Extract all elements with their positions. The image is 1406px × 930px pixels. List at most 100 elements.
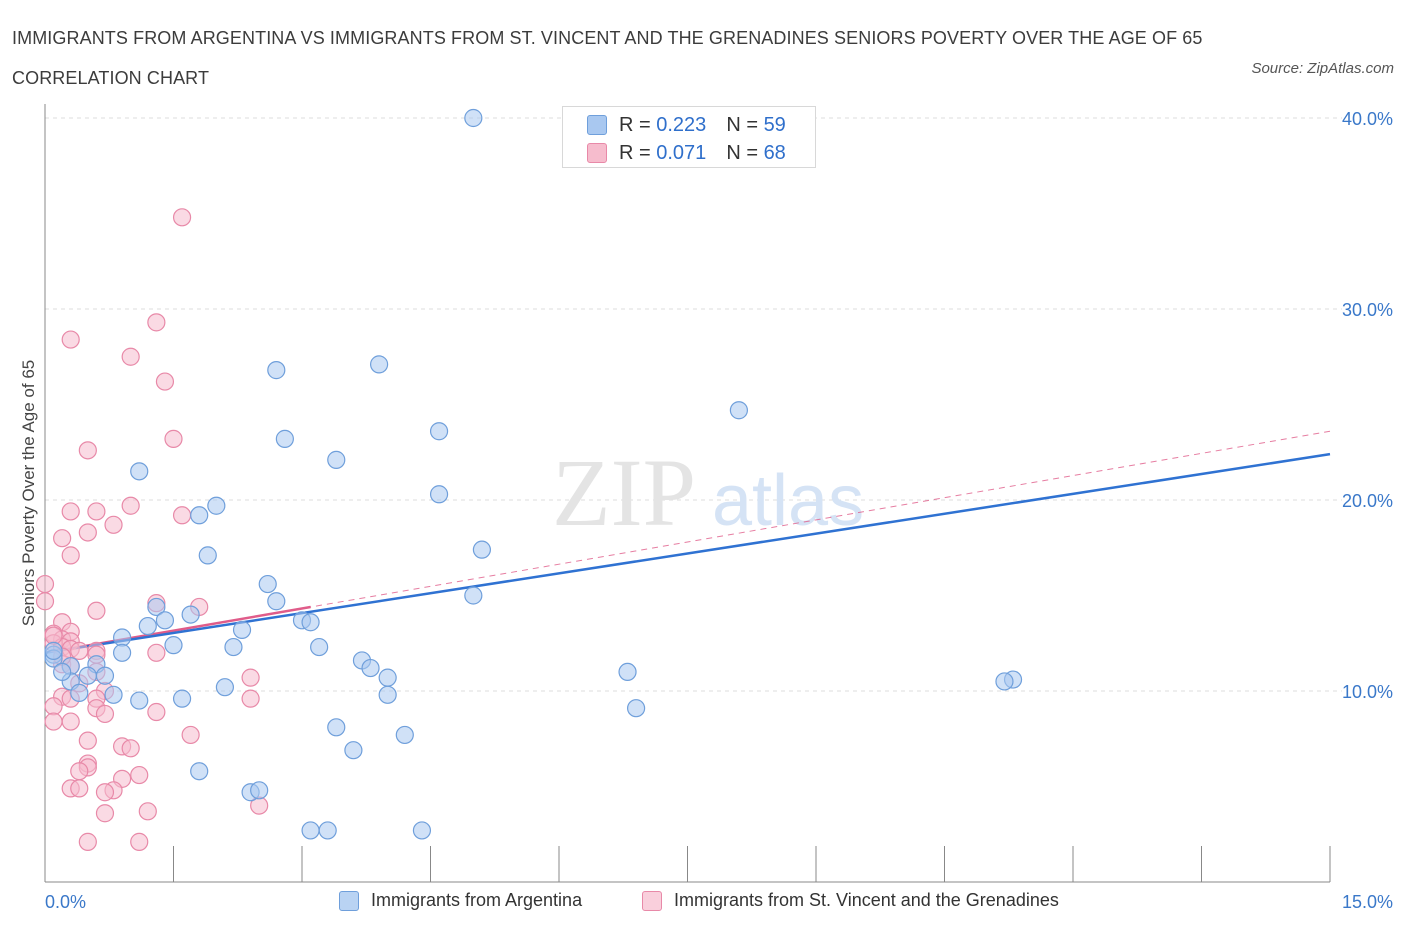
point-argentina [190, 506, 209, 525]
legend-item-stvincent[interactable]: Immigrants from St. Vincent and the Gren… [642, 890, 1059, 911]
point-argentina [95, 666, 115, 685]
y-axis-label: Seniors Poverty Over the Age of 65 [19, 360, 38, 626]
point-stvincent [121, 739, 140, 758]
point-argentina [181, 605, 200, 624]
watermark-zip: ZIP [552, 439, 696, 546]
trend-lines [44, 430, 1331, 655]
point-stvincent [70, 762, 89, 781]
watermark: ZIP atlas [552, 439, 864, 546]
legend-swatch-pink [642, 890, 662, 911]
legend-swatch-blue [587, 115, 607, 135]
point-stvincent [61, 546, 80, 565]
legend-label: Immigrants from St. Vincent and the Gren… [674, 890, 1059, 910]
point-argentina [267, 361, 286, 380]
point-argentina [327, 450, 346, 469]
point-argentina [147, 597, 166, 617]
data-points [35, 108, 1023, 851]
trend-line-argentina [44, 452, 1331, 655]
point-argentina [250, 781, 269, 800]
point-argentina [224, 637, 243, 657]
point-stvincent [44, 712, 63, 731]
point-argentina [112, 643, 132, 662]
trend-line-stvincent-dashed [44, 430, 1331, 654]
point-stvincent [70, 641, 89, 660]
point-argentina [412, 821, 432, 840]
point-argentina [267, 592, 286, 611]
point-stvincent [44, 626, 63, 645]
point-stvincent [241, 668, 260, 687]
chart-title: IMMIGRANTS FROM ARGENTINA VS IMMIGRANTS … [12, 28, 1203, 88]
point-stvincent [61, 712, 80, 731]
point-stvincent [44, 697, 63, 716]
point-stvincent [138, 802, 157, 821]
point-stvincent [87, 502, 106, 521]
point-argentina [130, 462, 149, 481]
point-argentina [318, 821, 337, 840]
point-argentina [70, 683, 89, 703]
point-argentina [155, 611, 175, 630]
legend-r-label: R = [619, 113, 651, 136]
point-argentina [429, 485, 449, 504]
point-stvincent [147, 643, 166, 662]
point-argentina [327, 718, 346, 737]
point-stvincent [87, 601, 106, 620]
point-argentina [190, 762, 209, 781]
point-argentina [626, 699, 646, 718]
point-stvincent [155, 372, 175, 391]
series-legend: Immigrants from Argentina Immigrants fro… [0, 890, 1406, 916]
legend-r-label: R = [619, 141, 651, 164]
point-argentina [130, 691, 149, 710]
point-argentina [378, 668, 397, 687]
legend-swatch-pink [587, 143, 607, 163]
point-argentina [472, 540, 491, 559]
point-stvincent [95, 783, 115, 802]
point-stvincent [130, 832, 149, 851]
y-tick-label: 20.0% [1342, 491, 1393, 511]
point-stvincent [35, 592, 55, 611]
point-argentina [995, 672, 1014, 691]
point-stvincent [147, 702, 166, 722]
point-stvincent [78, 731, 97, 750]
point-argentina [301, 821, 320, 840]
point-stvincent [61, 502, 80, 521]
point-argentina [207, 496, 226, 515]
legend-r-value: 0.071 [656, 141, 707, 164]
point-argentina [215, 678, 234, 697]
point-argentina [301, 613, 320, 632]
point-argentina [104, 685, 123, 704]
point-argentina [198, 546, 217, 565]
point-argentina [112, 628, 132, 647]
legend-label: Immigrants from Argentina [371, 890, 583, 910]
point-stvincent [121, 347, 140, 366]
point-stvincent [78, 523, 97, 542]
point-argentina [344, 741, 363, 760]
grid-lines [45, 117, 1342, 692]
point-argentina [232, 620, 252, 639]
legend-n-value: 68 [763, 141, 786, 164]
point-argentina [44, 641, 63, 660]
point-argentina [258, 574, 277, 594]
legend-item-argentina[interactable]: Immigrants from Argentina [339, 890, 582, 911]
point-stvincent [241, 689, 260, 708]
point-argentina [378, 685, 397, 704]
point-stvincent [172, 208, 192, 227]
legend-n-label: N = [726, 141, 758, 164]
point-argentina [618, 662, 637, 682]
point-argentina [78, 666, 97, 685]
point-argentina [729, 401, 749, 420]
point-stvincent [78, 441, 97, 460]
tick-labels: 10.0% 20.0% 30.0% 40.0% 0.0% 15.0% [45, 109, 1393, 912]
point-stvincent [70, 779, 89, 798]
point-stvincent [104, 515, 123, 534]
point-argentina [275, 429, 294, 448]
point-argentina [310, 637, 329, 657]
point-stvincent [164, 429, 183, 448]
point-argentina [361, 658, 380, 678]
y-tick-label: 10.0% [1342, 682, 1393, 702]
watermark-atlas: atlas [712, 461, 864, 541]
point-argentina [138, 616, 157, 636]
legend-n-label: N = [726, 113, 758, 136]
point-stvincent [130, 765, 149, 785]
point-argentina [164, 636, 183, 655]
